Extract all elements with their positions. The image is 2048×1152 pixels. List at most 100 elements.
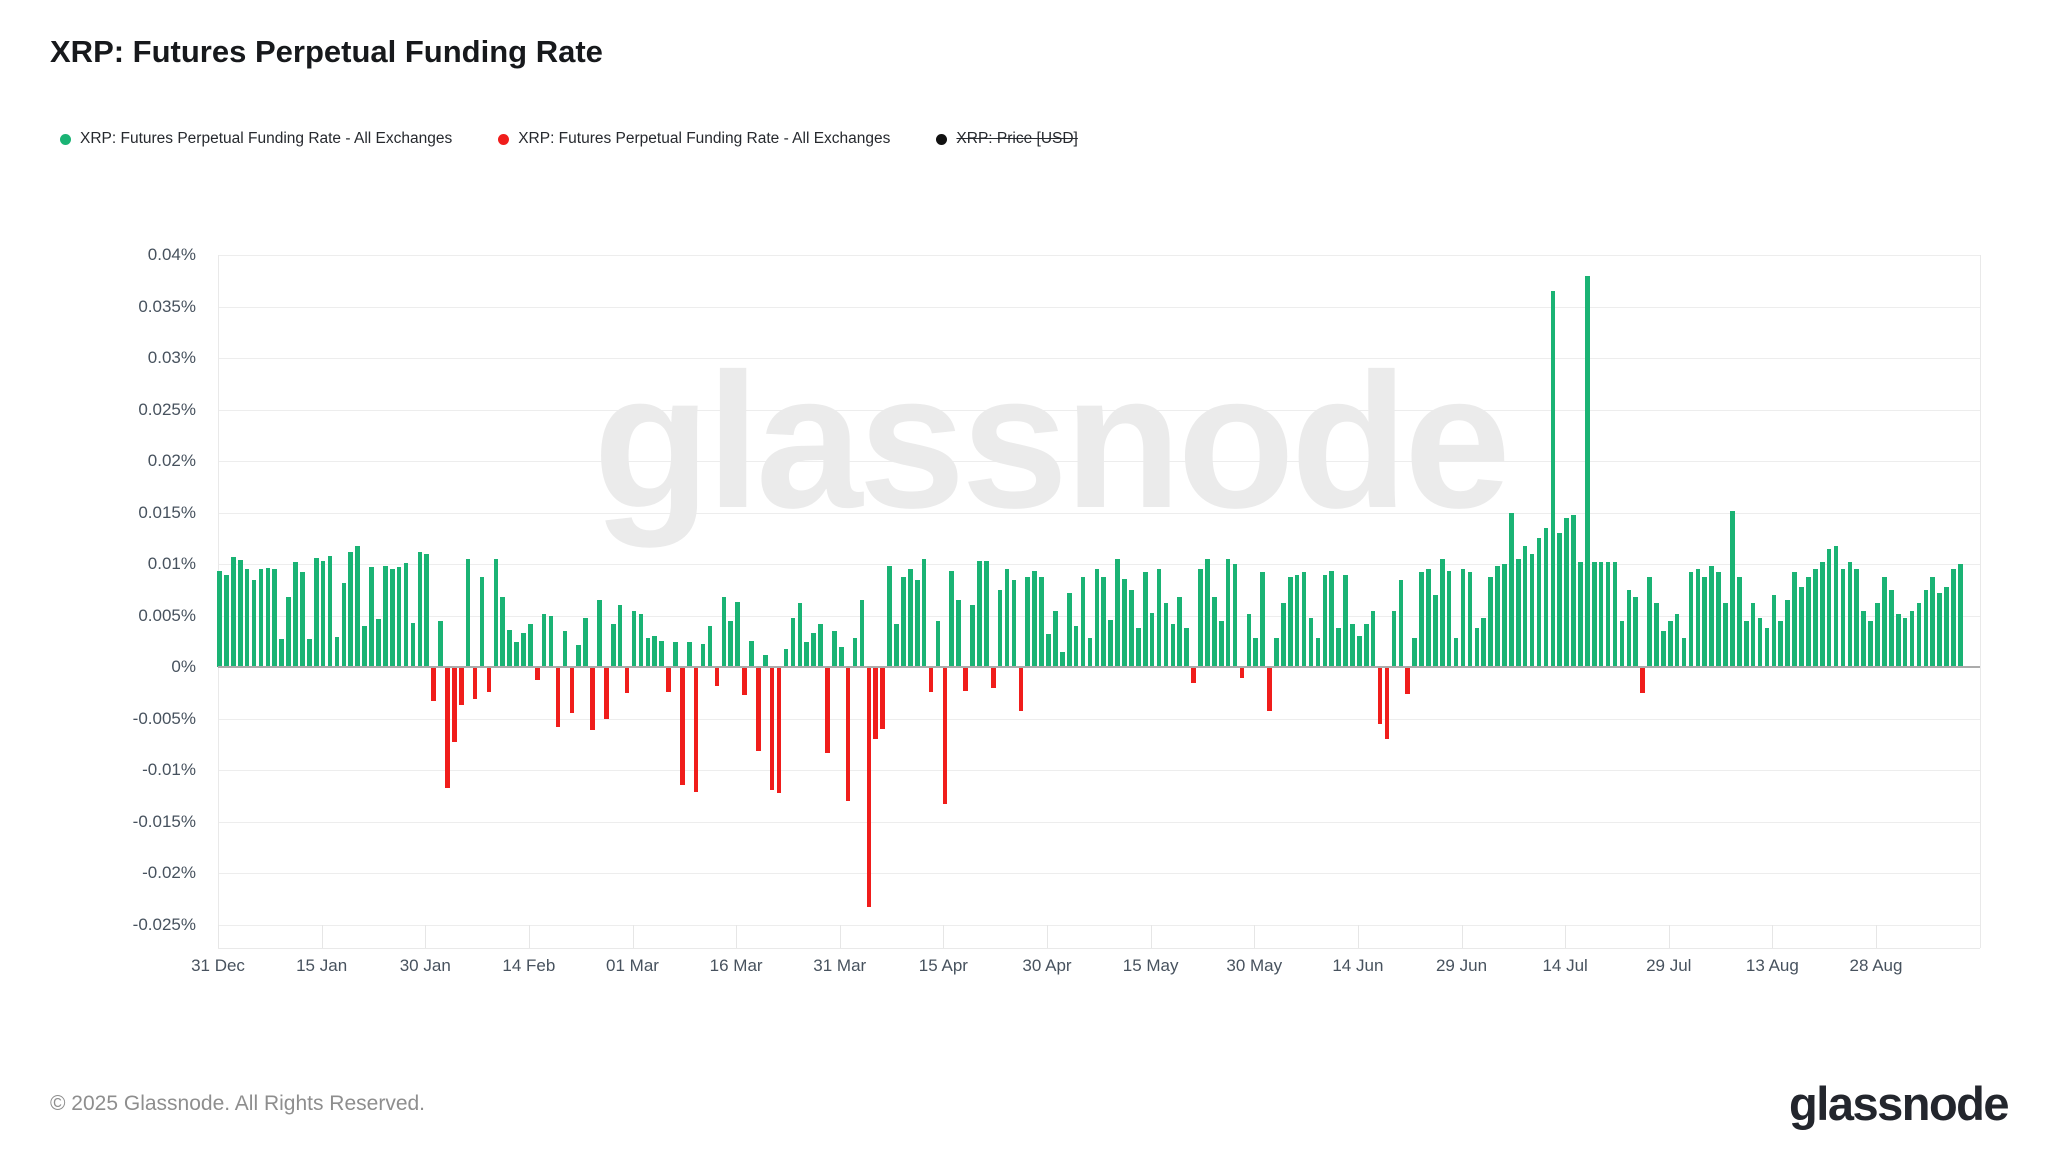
funding-rate-bar — [686, 641, 692, 668]
funding-rate-bar — [562, 631, 568, 668]
funding-rate-bar — [258, 569, 264, 668]
funding-rate-bar — [1819, 562, 1825, 668]
funding-rate-bar — [1854, 569, 1860, 668]
funding-rate-bar — [1412, 638, 1417, 668]
funding-rate-bar — [1626, 590, 1632, 668]
legend-item-1[interactable]: XRP: Futures Perpetual Funding Rate - Al… — [498, 130, 890, 148]
funding-rate-bar — [1785, 600, 1790, 668]
funding-rate-bar — [1087, 638, 1093, 668]
legend-dot — [936, 133, 948, 145]
funding-rate-bar — [1377, 667, 1383, 724]
funding-rate-bar — [1702, 576, 1708, 668]
funding-rate-bar — [1757, 617, 1763, 668]
x-axis-label: 14 Feb — [502, 956, 556, 975]
funding-rate-bar — [307, 639, 312, 668]
funding-rate-bar — [1723, 603, 1728, 668]
legend-item-label: XRP: Futures Perpetual Funding Rate - Al… — [518, 130, 891, 147]
funding-rate-bar — [1792, 572, 1797, 668]
y-axis-label: -0.01% — [142, 760, 196, 780]
funding-rate-bar — [1813, 569, 1818, 668]
funding-rate-bar — [486, 667, 492, 693]
funding-rate-bar — [493, 559, 499, 668]
funding-rate-bar — [1322, 574, 1328, 668]
funding-rate-bar — [1930, 576, 1936, 668]
funding-rate-bar — [431, 667, 436, 702]
funding-rate-bar — [1198, 569, 1203, 668]
y-axis-label: 0.01% — [147, 554, 196, 574]
funding-rate-bar — [1743, 620, 1749, 668]
funding-rate-bar — [845, 667, 851, 802]
funding-rate-bar — [652, 636, 658, 668]
funding-rate-bar — [1868, 620, 1873, 668]
legend-item-0[interactable]: XRP: Futures Perpetual Funding Rate - Al… — [60, 130, 452, 148]
funding-rate-bar — [631, 610, 637, 668]
funding-rate-bar — [1108, 619, 1113, 668]
funding-rate-bar — [251, 579, 257, 668]
funding-rate-bar — [1833, 545, 1839, 668]
funding-rate-bar — [604, 667, 609, 719]
y-axis-label: -0.02% — [142, 863, 196, 883]
funding-rate-bar — [984, 561, 989, 668]
funding-rate-bar — [224, 574, 229, 668]
funding-rate-bar — [1274, 638, 1279, 668]
funding-rate-bar — [1232, 564, 1238, 668]
funding-rate-bar — [1287, 576, 1293, 668]
funding-rate-bar — [797, 603, 803, 668]
funding-rate-bar — [811, 633, 816, 668]
funding-rate-bar — [1191, 667, 1196, 683]
funding-rate-bar — [887, 566, 892, 668]
x-axis-label: 01 Mar — [606, 956, 659, 975]
funding-rate-bar — [1509, 512, 1514, 668]
funding-rate-bar — [1515, 559, 1521, 668]
funding-rate-bar — [666, 667, 671, 693]
funding-rate-bar — [1799, 586, 1804, 668]
x-axis-label: 31 Mar — [813, 956, 867, 975]
funding-rate-bar — [1142, 572, 1148, 668]
y-axis-label: -0.015% — [132, 811, 196, 831]
funding-rate-bar — [762, 654, 768, 668]
funding-rate-bar — [804, 641, 809, 668]
funding-rate-bar — [1585, 275, 1590, 668]
funding-rate-bar — [742, 667, 747, 696]
funding-rate-bar — [825, 667, 830, 753]
funding-rate-bar — [1073, 626, 1079, 668]
funding-rate-bar — [1136, 628, 1141, 668]
plot-border — [218, 948, 1980, 949]
legend-item-label: XRP: Futures Perpetual Funding Rate - Al… — [80, 130, 453, 147]
legend-item-2[interactable]: XRP: Price [USD] — [936, 130, 1078, 148]
funding-rate-bar — [1032, 571, 1037, 668]
funding-rate-bar — [1433, 595, 1438, 668]
funding-rate-bar — [659, 640, 664, 668]
funding-rate-bar — [1674, 613, 1680, 668]
funding-rate-bar — [1840, 569, 1846, 668]
funding-rate-bar — [1889, 590, 1894, 668]
legend-dot — [498, 133, 510, 145]
funding-rate-bar — [1025, 576, 1031, 668]
funding-rate-bar — [514, 641, 519, 668]
x-tick-mark — [1047, 925, 1048, 948]
y-axis-label: -0.005% — [132, 708, 196, 728]
funding-rate-bar — [714, 667, 720, 686]
funding-rate-bar — [244, 569, 250, 668]
funding-rate-bar — [1281, 603, 1286, 668]
funding-rate-bar — [1260, 572, 1265, 668]
x-axis-label: 14 Jul — [1542, 956, 1588, 975]
funding-rate-bar — [590, 667, 595, 731]
funding-rate-bar — [1778, 620, 1784, 668]
funding-rate-bar — [1882, 576, 1887, 668]
funding-rate-bar — [327, 555, 333, 668]
y-axis-label: 0.03% — [147, 348, 196, 368]
funding-rate-bar — [1564, 517, 1569, 668]
funding-rate-bar — [1391, 610, 1397, 668]
funding-rate-bar — [452, 667, 457, 742]
funding-rate-bar — [1937, 593, 1942, 668]
funding-rate-bar — [479, 576, 485, 668]
x-tick-mark — [1876, 925, 1877, 948]
funding-rate-bar — [1591, 562, 1597, 668]
funding-rate-bar — [410, 622, 416, 668]
funding-rate-bar — [1916, 603, 1922, 668]
funding-rate-bar — [438, 620, 443, 668]
funding-rate-bar — [1170, 624, 1176, 668]
funding-rate-bar — [997, 590, 1003, 668]
funding-rate-bar — [728, 620, 733, 668]
